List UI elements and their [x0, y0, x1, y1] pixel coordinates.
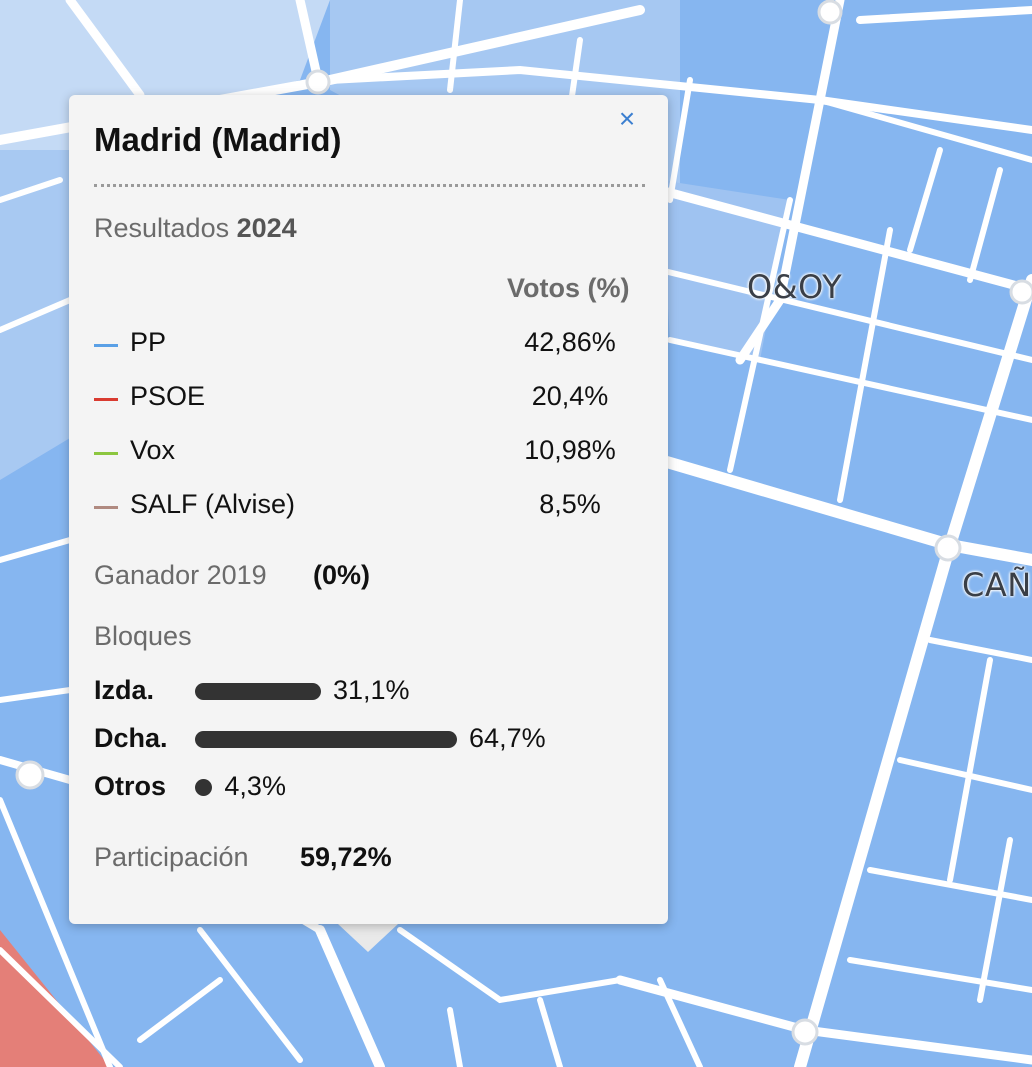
blocs-label: Bloques — [94, 621, 192, 651]
municipality-title: Madrid (Madrid) — [94, 121, 342, 158]
bloc-percentage: 64,7% — [469, 723, 546, 753]
party-row-pp: PP 42,86% — [94, 327, 644, 361]
bloc-row-left: Izda. 31,1% — [94, 675, 634, 709]
results-year: 2024 — [236, 213, 297, 243]
results-popup: × Madrid (Madrid) Resultados 2024 Votos … — [69, 95, 668, 924]
party-percentage: 20,4% — [531, 381, 609, 411]
close-icon[interactable]: × — [618, 103, 636, 134]
map-label-district-partial: CAÑ — [962, 566, 1032, 604]
bloc-name: Izda. — [94, 675, 155, 705]
results-label-text: Resultados — [94, 213, 230, 243]
title-divider — [94, 184, 645, 187]
party-row-salf: SALF (Alvise) 8,5% — [94, 489, 644, 523]
party-row-psoe: PSOE 20,4% — [94, 381, 644, 415]
party-color-swatch — [94, 344, 118, 347]
turnout-label: Participación — [94, 842, 249, 872]
party-name: PP — [130, 327, 167, 357]
bloc-row-right: Dcha. 64,7% — [94, 723, 634, 757]
party-color-swatch — [94, 398, 118, 401]
party-name: SALF (Alvise) — [130, 489, 296, 519]
bloc-name: Otros — [94, 771, 167, 801]
results-label: Resultados 2024 — [94, 213, 297, 244]
party-percentage: 10,98% — [524, 435, 616, 465]
party-name: Vox — [130, 435, 176, 465]
popup-pointer — [338, 924, 398, 952]
party-percentage: 8,5% — [539, 489, 601, 519]
bloc-bar — [195, 683, 321, 700]
map-label-district: O&OY — [747, 268, 843, 306]
party-row-vox: Vox 10,98% — [94, 435, 644, 469]
party-percentage: 42,86% — [524, 327, 616, 357]
turnout-value: 59,72% — [300, 842, 392, 872]
party-name: PSOE — [130, 381, 206, 411]
votes-column-header: Votos (%) — [507, 273, 630, 303]
bloc-bar — [195, 731, 458, 748]
bloc-bar — [195, 779, 213, 796]
party-color-swatch — [94, 452, 118, 455]
bloc-name: Dcha. — [94, 723, 168, 753]
previous-winner-value: (0%) — [313, 560, 371, 590]
bloc-row-others: Otros 4,3% — [94, 771, 634, 805]
previous-winner-label: Ganador 2019 — [94, 560, 267, 590]
bloc-percentage: 31,1% — [332, 675, 410, 705]
bloc-percentage: 4,3% — [224, 771, 286, 801]
party-color-swatch — [94, 506, 118, 509]
